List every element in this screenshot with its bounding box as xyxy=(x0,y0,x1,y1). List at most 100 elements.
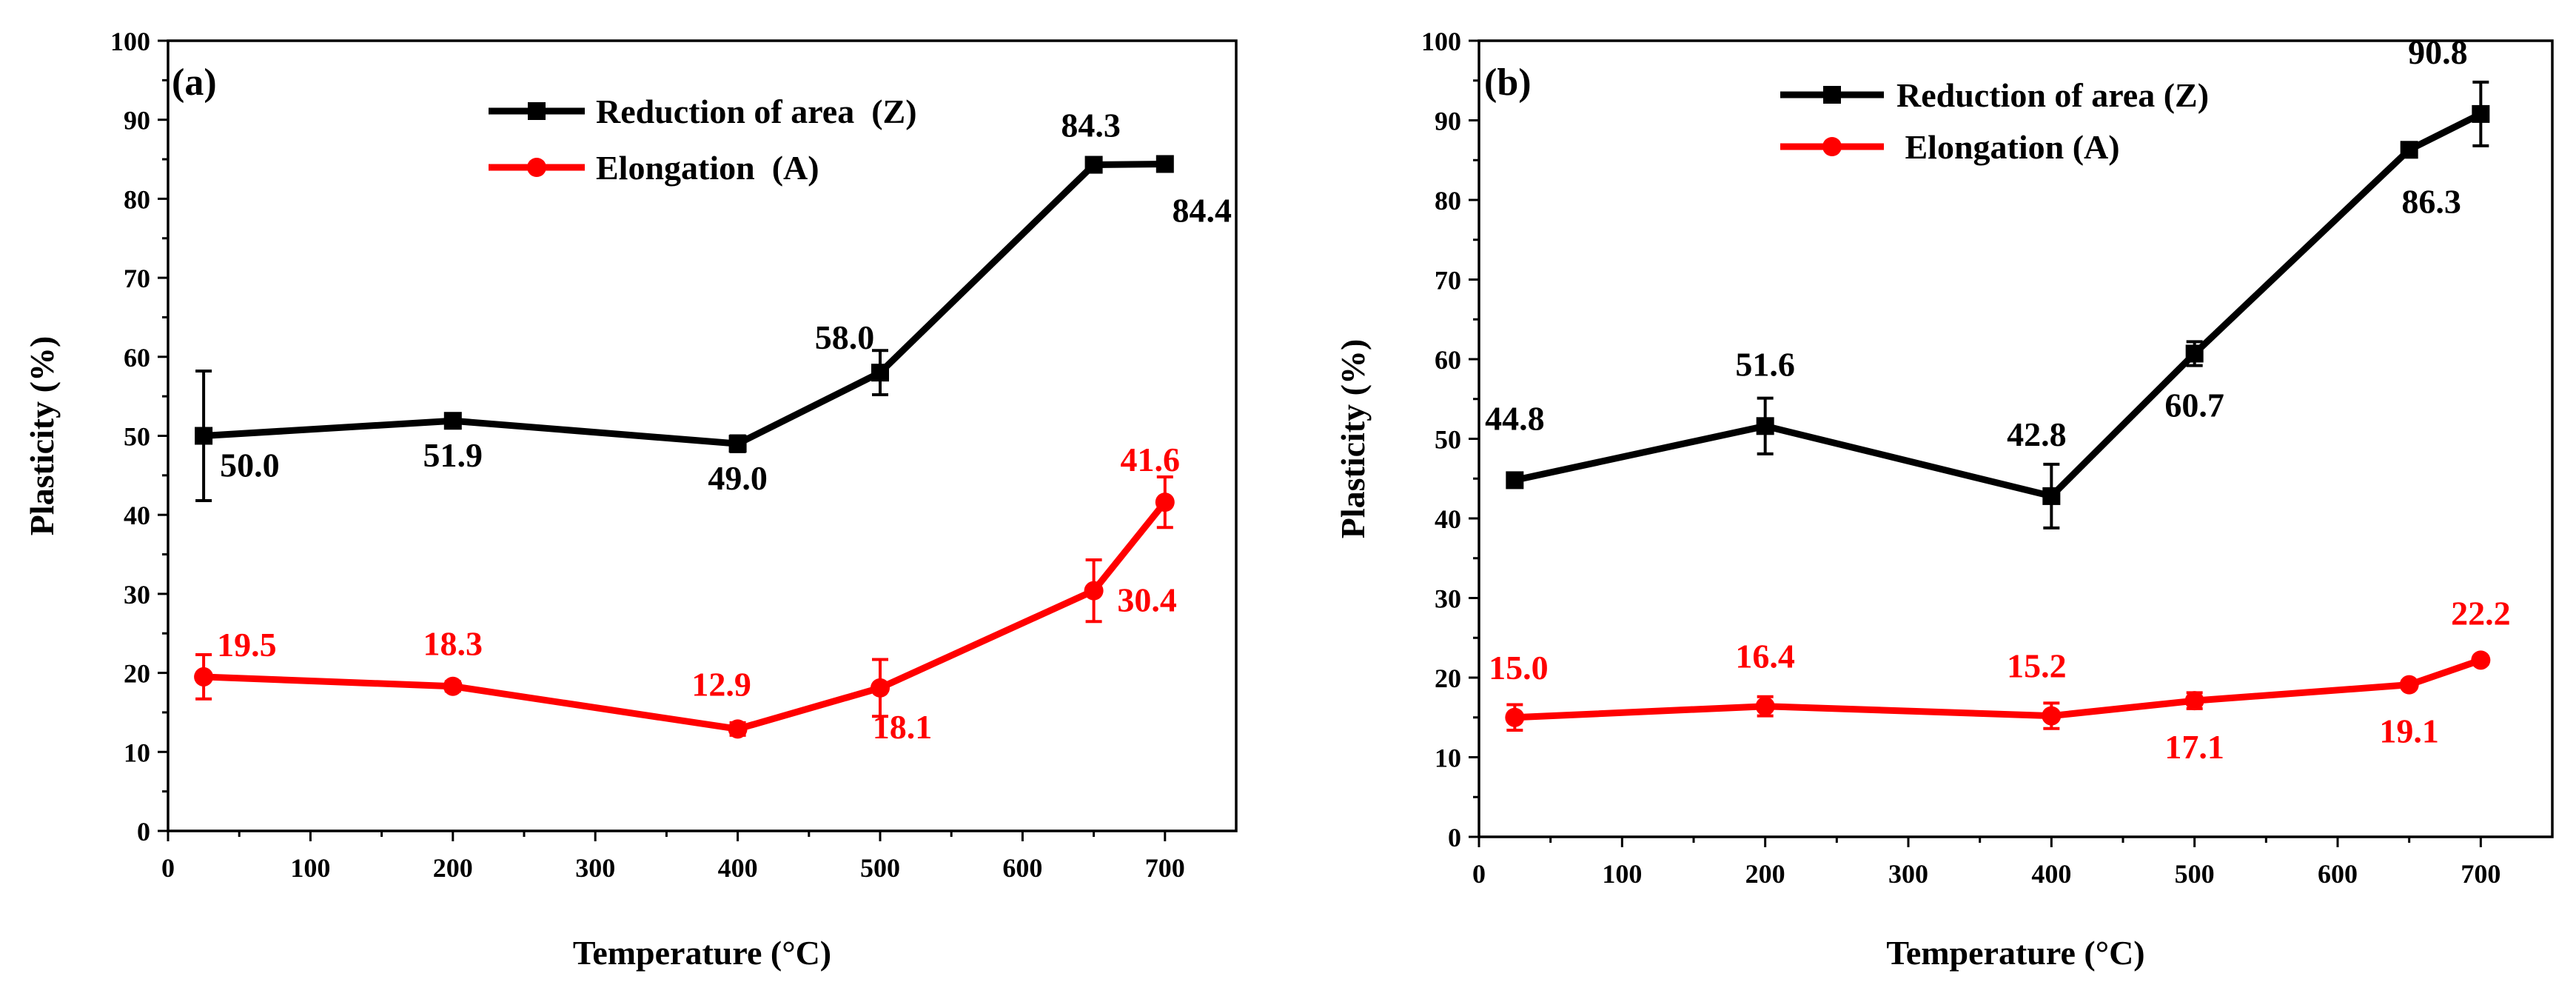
data-point xyxy=(2400,141,2418,159)
x-tick-label: 0 xyxy=(161,853,175,883)
series-line xyxy=(203,160,1165,447)
x-tick-label: 400 xyxy=(718,853,758,883)
data-label: 44.8 xyxy=(1485,399,1545,437)
panel-label: (a) xyxy=(172,61,217,104)
y-tick-label: 100 xyxy=(110,27,150,56)
x-tick-label: 100 xyxy=(290,853,330,883)
data-label: 42.8 xyxy=(2007,415,2067,453)
data-point xyxy=(195,427,213,445)
data-label: 18.3 xyxy=(423,625,483,663)
data-point xyxy=(2399,675,2419,695)
x-tick-label: 300 xyxy=(1888,859,1928,889)
data-label: 15.0 xyxy=(1489,649,1549,687)
x-tick-label: 300 xyxy=(575,853,615,883)
y-axis-label: Plasticity (%) xyxy=(1334,339,1372,539)
y-tick-label: 50 xyxy=(1435,425,1461,455)
y-tick-label: 80 xyxy=(124,184,150,214)
series-elongation: 15.0 16.4 15.2 17.1 19.1 22.2 xyxy=(1489,594,2511,766)
x-tick-label: 100 xyxy=(1602,859,1642,889)
data-label: 17.1 xyxy=(2164,728,2224,766)
data-point xyxy=(1505,707,1525,727)
data-label: 90.8 xyxy=(2408,33,2468,71)
data-label: 19.5 xyxy=(217,626,277,664)
data-point xyxy=(2042,487,2061,505)
y-tick-label: 50 xyxy=(124,422,150,452)
y-tick-label: 60 xyxy=(1435,345,1461,375)
data-point xyxy=(2471,650,2491,670)
y-tick-label: 70 xyxy=(124,264,150,293)
y-tick-label: 10 xyxy=(124,738,150,767)
data-label: 84.3 xyxy=(1061,107,1121,144)
x-tick-label: 500 xyxy=(2175,859,2215,889)
x-tick-label: 200 xyxy=(433,853,473,883)
legend-marker xyxy=(1822,137,1842,156)
data-label: 60.7 xyxy=(2164,386,2224,424)
data-point xyxy=(1756,417,1774,435)
chart-panel-a: 0 10 20 30 40 50 60 70 80 90 100 0 100 200 300 400 500 60… xyxy=(23,27,1238,972)
legend-marker xyxy=(1823,86,1841,104)
data-label: 19.1 xyxy=(2379,712,2439,750)
legend-marker xyxy=(528,102,546,120)
x-tick-label: 700 xyxy=(2461,859,2500,889)
data-point xyxy=(2042,706,2062,726)
data-point xyxy=(1506,471,1524,490)
legend-marker xyxy=(527,158,546,177)
legend-label: Elongation (A) xyxy=(1896,128,2120,166)
data-label: 30.4 xyxy=(1117,581,1177,619)
data-point xyxy=(1155,492,1175,512)
y-tick-label: 30 xyxy=(124,580,150,609)
y-tick-label: 10 xyxy=(1435,744,1461,773)
y-tick-label: 20 xyxy=(124,659,150,689)
series-elongation: 19.5 18.3 12.9 18.1 30.4 41.6 xyxy=(194,441,1180,746)
legend-item: Reduction of area (Z) xyxy=(1780,76,2209,114)
legend-label: Reduction of area (Z) xyxy=(596,93,917,130)
data-label: 22.2 xyxy=(2451,594,2511,632)
data-point xyxy=(194,667,214,687)
legend-label: Reduction of area (Z) xyxy=(1896,76,2209,114)
y-tick-label: 70 xyxy=(1435,266,1461,295)
y-tick-label: 0 xyxy=(1448,823,1461,852)
data-point xyxy=(1755,696,1775,716)
data-point xyxy=(2185,344,2204,363)
data-label: 58.0 xyxy=(815,318,875,356)
chart-panel-b: 0 10 20 30 40 50 60 70 80 90 100 0 100 200 300 400 500 60… xyxy=(1334,27,2554,972)
data-label: 41.6 xyxy=(1121,441,1181,478)
data-label: 86.3 xyxy=(2401,182,2461,220)
data-label: 50.0 xyxy=(220,447,280,484)
data-label: 16.4 xyxy=(1735,638,1795,675)
x-tick-label: 600 xyxy=(2318,859,2358,889)
legend-item: Elongation (A) xyxy=(489,149,819,187)
y-tick-label: 40 xyxy=(124,501,150,530)
data-label: 51.9 xyxy=(423,436,483,474)
y-tick-label: 90 xyxy=(1435,107,1461,136)
series-line xyxy=(1515,657,2482,721)
y-tick-label: 60 xyxy=(124,343,150,373)
data-point xyxy=(871,364,889,382)
legend-label: Elongation (A) xyxy=(596,149,819,187)
x-tick-label: 600 xyxy=(1002,853,1042,883)
x-tick-label: 500 xyxy=(860,853,900,883)
y-tick-label: 0 xyxy=(137,817,150,846)
data-point xyxy=(443,676,463,696)
data-label: 15.2 xyxy=(2007,647,2067,685)
data-point xyxy=(1155,155,1174,173)
x-axis-label: Temperature (°C) xyxy=(1886,934,2144,972)
y-axis-label: Plasticity (%) xyxy=(23,336,61,536)
data-point xyxy=(871,678,890,698)
data-point xyxy=(443,412,462,430)
data-point xyxy=(728,719,748,739)
data-label: 18.1 xyxy=(873,708,933,746)
x-tick-label: 0 xyxy=(1472,859,1486,889)
data-label: 12.9 xyxy=(691,665,751,703)
x-axis-label: Temperature (°C) xyxy=(573,934,831,972)
data-label: 51.6 xyxy=(1735,345,1795,383)
series-reduction-of-area: 44.8 51.6 42.8 60.7 86.3 90.8 xyxy=(1485,33,2490,530)
data-point xyxy=(728,435,747,453)
series-line xyxy=(1514,110,2483,500)
panel-label: (b) xyxy=(1484,61,1532,104)
y-tick-label: 80 xyxy=(1435,186,1461,216)
data-point xyxy=(2184,691,2204,711)
data-label: 84.4 xyxy=(1173,191,1232,229)
series-reduction-of-area: 50.0 51.9 49.0 58.0 84.3 84.4 xyxy=(195,107,1232,502)
